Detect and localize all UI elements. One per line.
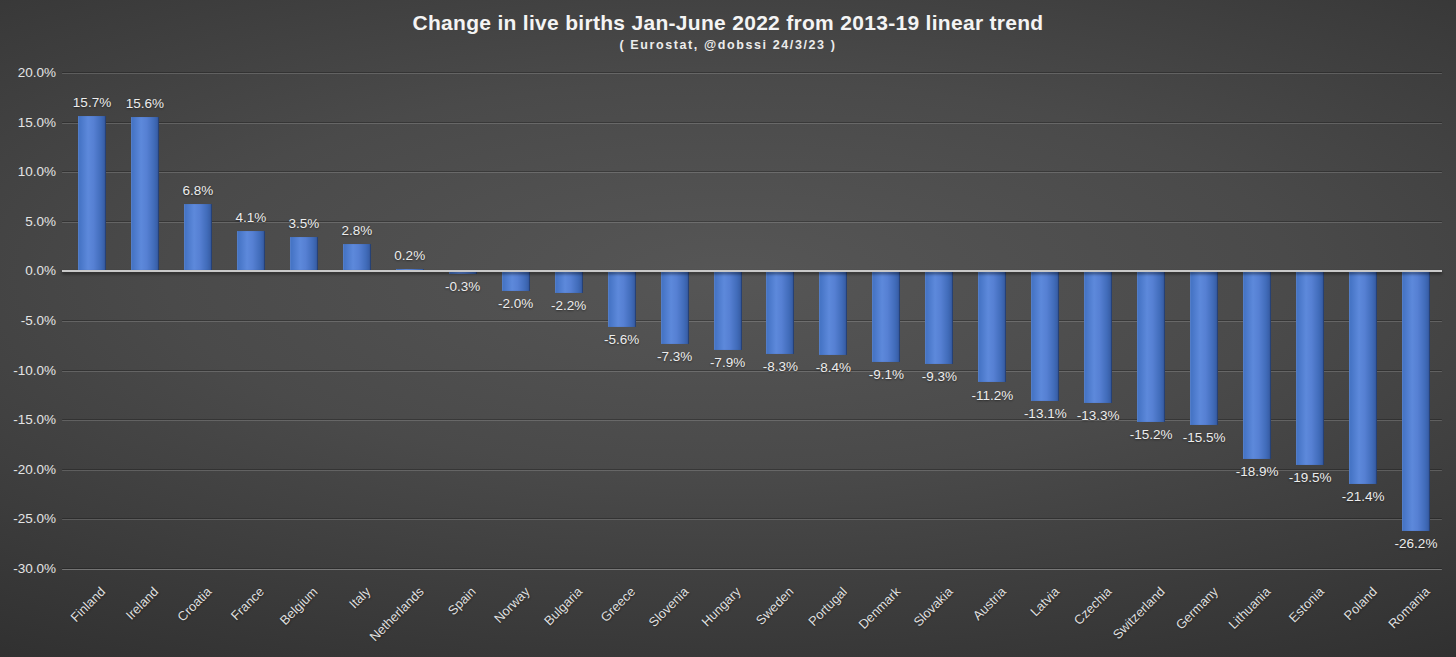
bar-latvia bbox=[1031, 271, 1059, 401]
x-axis-category-label: Ireland bbox=[123, 584, 162, 623]
bar-croatia bbox=[184, 204, 212, 271]
gridline bbox=[62, 420, 1442, 421]
x-axis-category-label: Latvia bbox=[1027, 584, 1062, 619]
gridline bbox=[62, 123, 1442, 124]
bar-value-label: -11.2% bbox=[956, 388, 1028, 404]
gridline bbox=[62, 321, 1442, 322]
bar-finland bbox=[78, 116, 106, 272]
bar-value-label: 0.2% bbox=[374, 248, 446, 264]
bar-poland bbox=[1349, 271, 1377, 483]
y-axis-tick-label: -5.0% bbox=[0, 312, 56, 330]
x-axis-category-label: France bbox=[228, 584, 267, 623]
x-axis-category-label: Switzerland bbox=[1110, 584, 1168, 642]
bar-czechia bbox=[1084, 271, 1112, 403]
y-axis-tick-label: 20.0% bbox=[0, 64, 56, 82]
y-axis-tick-label: -15.0% bbox=[0, 411, 56, 429]
bar-italy bbox=[343, 244, 371, 272]
x-axis-category-label: Romania bbox=[1385, 584, 1432, 631]
y-axis-tick-label: 10.0% bbox=[0, 163, 56, 181]
x-axis-category-label: Germany bbox=[1172, 584, 1220, 632]
x-axis-category-label: Austria bbox=[970, 584, 1009, 623]
x-axis-category-label: Netherlands bbox=[366, 584, 426, 644]
bar-value-label: -26.2% bbox=[1380, 536, 1452, 552]
x-axis-category-label: Denmark bbox=[855, 584, 903, 632]
y-axis-tick-label: 5.0% bbox=[0, 213, 56, 231]
x-axis-category-label: Lithuania bbox=[1226, 584, 1274, 632]
x-axis-category-label: Greece bbox=[597, 584, 638, 625]
bar-france bbox=[237, 231, 265, 272]
gridline bbox=[62, 172, 1442, 173]
x-axis-category-label: Sweden bbox=[753, 584, 797, 628]
x-axis-category-label: Slovakia bbox=[911, 584, 956, 629]
x-axis-category-label: Belgium bbox=[277, 584, 321, 628]
bar-austria bbox=[978, 271, 1006, 382]
x-axis-category-label: Poland bbox=[1340, 584, 1379, 623]
gridline bbox=[62, 73, 1442, 74]
x-axis-category-label: Spain bbox=[445, 584, 479, 618]
bar-estonia bbox=[1296, 271, 1324, 464]
x-axis-category-label: Czechia bbox=[1071, 584, 1115, 628]
plot-area: 20.0% 15.0% 10.0% 5.0% 0.0% -5.0% -10.0% -15.0%… bbox=[0, 0, 1456, 657]
chart-canvas: { "header": { "title": "Change in live b… bbox=[0, 0, 1456, 657]
y-axis-tick-label: -10.0% bbox=[0, 362, 56, 380]
bar-sweden bbox=[766, 271, 794, 353]
x-axis-category-label: Estonia bbox=[1285, 584, 1326, 625]
y-axis-tick-label: 0.0% bbox=[0, 262, 56, 280]
bar-norway bbox=[502, 271, 530, 291]
bar-lithuania bbox=[1243, 271, 1271, 458]
bar-denmark bbox=[872, 271, 900, 361]
bar-ireland bbox=[131, 117, 159, 272]
y-axis-tick-label: -30.0% bbox=[0, 560, 56, 578]
bar-switzerland bbox=[1137, 271, 1165, 422]
y-axis-tick-label: -20.0% bbox=[0, 461, 56, 479]
x-axis-category-label: Finland bbox=[68, 584, 109, 625]
y-axis-tick-label: -25.0% bbox=[0, 510, 56, 528]
bar-value-label: -9.3% bbox=[903, 369, 975, 385]
bar-slovakia bbox=[925, 271, 953, 363]
x-axis-category-label: Norway bbox=[491, 584, 533, 626]
bar-hungary bbox=[714, 271, 742, 349]
bar-value-label: -13.3% bbox=[1062, 408, 1134, 424]
x-axis-category-label: Hungary bbox=[699, 584, 744, 629]
x-axis-category-label: Croatia bbox=[174, 584, 214, 624]
bar-value-label: -19.5% bbox=[1274, 470, 1346, 486]
bar-slovenia bbox=[661, 271, 689, 343]
bar-portugal bbox=[819, 271, 847, 354]
bar-greece bbox=[608, 271, 636, 327]
bar-bulgaria bbox=[555, 271, 583, 293]
bar-romania bbox=[1402, 271, 1430, 531]
bar-value-label: 2.8% bbox=[321, 223, 393, 239]
x-axis-zero-line bbox=[62, 270, 1442, 272]
bar-value-label: -0.3% bbox=[427, 279, 499, 295]
x-axis-category-label: Italy bbox=[346, 584, 373, 611]
bar-value-label: -21.4% bbox=[1327, 489, 1399, 505]
gridline bbox=[62, 519, 1442, 520]
bar-germany bbox=[1190, 271, 1218, 425]
bar-value-label: 15.6% bbox=[109, 96, 181, 112]
bar-value-label: -15.5% bbox=[1168, 430, 1240, 446]
gridline bbox=[62, 569, 1442, 570]
bar-value-label: 6.8% bbox=[162, 183, 234, 199]
x-axis-category-label: Bulgaria bbox=[541, 584, 585, 628]
bar-value-label: -2.2% bbox=[533, 298, 605, 314]
y-axis-tick-label: 15.0% bbox=[0, 114, 56, 132]
x-axis-category-label: Portugal bbox=[805, 584, 850, 629]
x-axis-category-label: Slovenia bbox=[645, 584, 691, 630]
bar-value-label: -5.6% bbox=[586, 332, 658, 348]
bar-belgium bbox=[290, 237, 318, 272]
